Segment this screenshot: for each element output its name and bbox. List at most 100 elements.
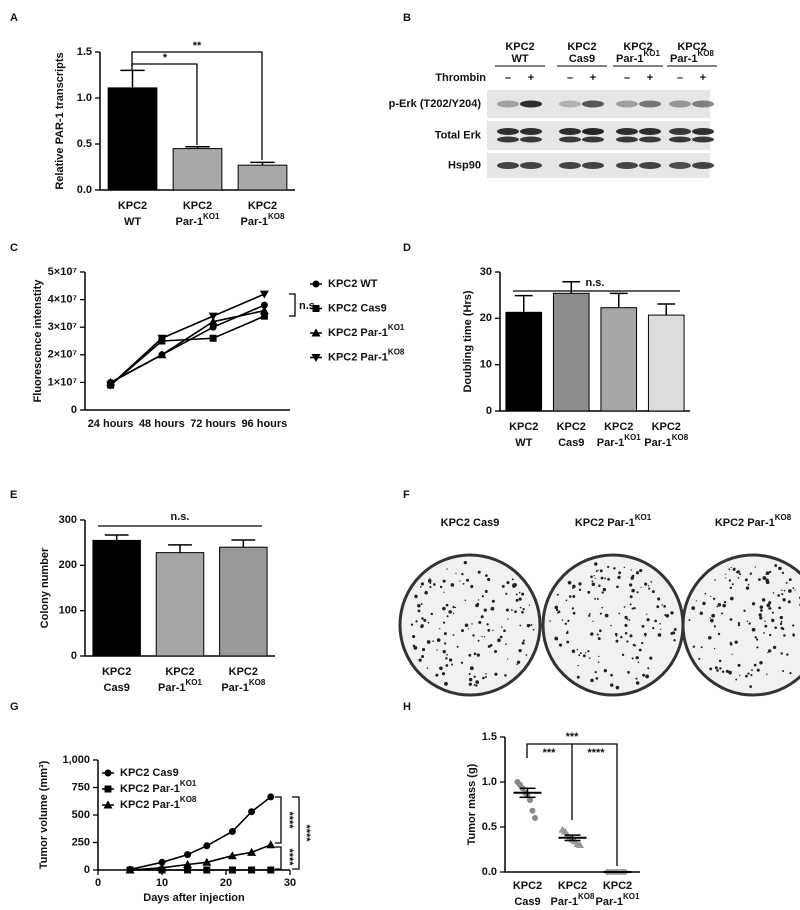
colony-dot [456, 645, 459, 648]
colony-dot [644, 635, 647, 637]
colony-dot [698, 657, 701, 660]
colony-dot [468, 653, 472, 657]
colony-dot [572, 611, 576, 615]
colony-dot [749, 572, 752, 575]
colony-dot [595, 570, 598, 573]
colony-dot [704, 592, 707, 595]
colony-dot [604, 613, 609, 618]
blot-band [616, 128, 638, 135]
data-point [106, 381, 116, 390]
colony-dot [765, 571, 770, 575]
colony-dot [728, 579, 731, 582]
colony-dot [778, 566, 782, 571]
legend-label-part: KPC2 Par-1 [328, 327, 388, 339]
y-tick-label: 1×10⁷ [48, 376, 78, 388]
colony-dot [433, 583, 436, 586]
panel-letter: C [10, 242, 18, 254]
colony-dot [774, 564, 778, 567]
blot-column-label: KPC2 [677, 41, 706, 53]
colony-dot [729, 641, 732, 644]
colony-dot [743, 609, 746, 612]
data-point [228, 866, 236, 874]
category-label-part: KPC2 [604, 421, 633, 433]
colony-dot [410, 623, 414, 626]
colony-dot [569, 595, 572, 598]
colony-dot [648, 587, 651, 590]
colony-dot [759, 616, 763, 620]
colony-dot [673, 627, 677, 631]
colony-dot [783, 634, 786, 637]
y-tick-label: 0.5 [77, 138, 92, 150]
blot-column-label: Par-1KO8 [670, 49, 715, 65]
data-point [157, 863, 167, 872]
colony-dot [521, 610, 524, 614]
plate-title: KPC2 Par-1KO8 [715, 513, 792, 529]
blot-sign: – [505, 72, 511, 84]
significance-label: n.s. [171, 511, 190, 523]
colony-dot [484, 608, 487, 611]
blot-sign: – [677, 72, 683, 84]
blot-column-label: Par-1KO1 [616, 49, 661, 65]
colony-dot [769, 570, 772, 573]
category-label: Cas9 [558, 437, 584, 449]
colony-dot [442, 621, 446, 624]
colony-dot [596, 633, 599, 636]
colony-dot [792, 624, 795, 627]
colony-dot [729, 596, 734, 601]
data-point [157, 350, 167, 359]
y-axis-title: Relative PAR-1 transcripts [54, 52, 66, 189]
colony-dot [489, 643, 493, 647]
bar [107, 87, 158, 191]
category-label-part: Par-1 [551, 896, 579, 908]
legend-label: KPC2 Cas9 [120, 767, 179, 779]
y-tick-label: 0 [71, 650, 77, 662]
data-point [529, 807, 536, 814]
colony-dot [629, 595, 633, 599]
error-bar [562, 280, 581, 294]
colony-dot [623, 566, 626, 569]
y-tick-label: 3×10⁷ [48, 321, 78, 333]
colony-dot [645, 674, 650, 679]
colony-dot [745, 586, 750, 590]
colony-dot [511, 578, 514, 581]
blot-column-label-part: KPC2 [677, 41, 706, 53]
colony-dot [782, 598, 786, 602]
colony-dot [588, 613, 591, 615]
colony-dot [624, 631, 628, 635]
blot-row-label: Hsp90 [448, 159, 481, 171]
colony-dot [728, 568, 731, 571]
colony-dot [781, 589, 783, 592]
colony-dot [420, 582, 425, 586]
colony-dot [441, 672, 446, 676]
colony-dot [722, 603, 726, 608]
colony-dot [670, 611, 674, 615]
data-point [576, 841, 584, 848]
data-point [184, 851, 192, 859]
colony-dot [750, 674, 753, 677]
colony-dot [475, 603, 479, 608]
data-point [203, 866, 211, 874]
data-point [208, 312, 218, 321]
colony-dot [739, 674, 741, 677]
colony-dot [744, 578, 748, 582]
colony-dot [725, 669, 729, 673]
blot-sign: – [624, 72, 630, 84]
y-tick-label: 0 [71, 404, 77, 416]
colony-dot [610, 673, 613, 677]
colony-dot [414, 594, 418, 599]
blot-band [692, 162, 714, 169]
blot-column-label: KPC2 [505, 41, 534, 53]
colony-dot [593, 574, 595, 577]
colony-dot [607, 565, 610, 568]
y-tick-label: 0 [486, 405, 492, 417]
data-point [203, 842, 211, 850]
category-label-part: Par-1 [596, 896, 624, 908]
significance-label: **** [283, 811, 295, 829]
colony-dot [647, 667, 650, 670]
colony-dot [624, 624, 628, 628]
panel-letter: D [403, 242, 411, 254]
colony-dot [599, 612, 602, 615]
colony-dot [418, 658, 422, 662]
colony-dot [661, 604, 664, 606]
colony-dot [582, 654, 586, 658]
